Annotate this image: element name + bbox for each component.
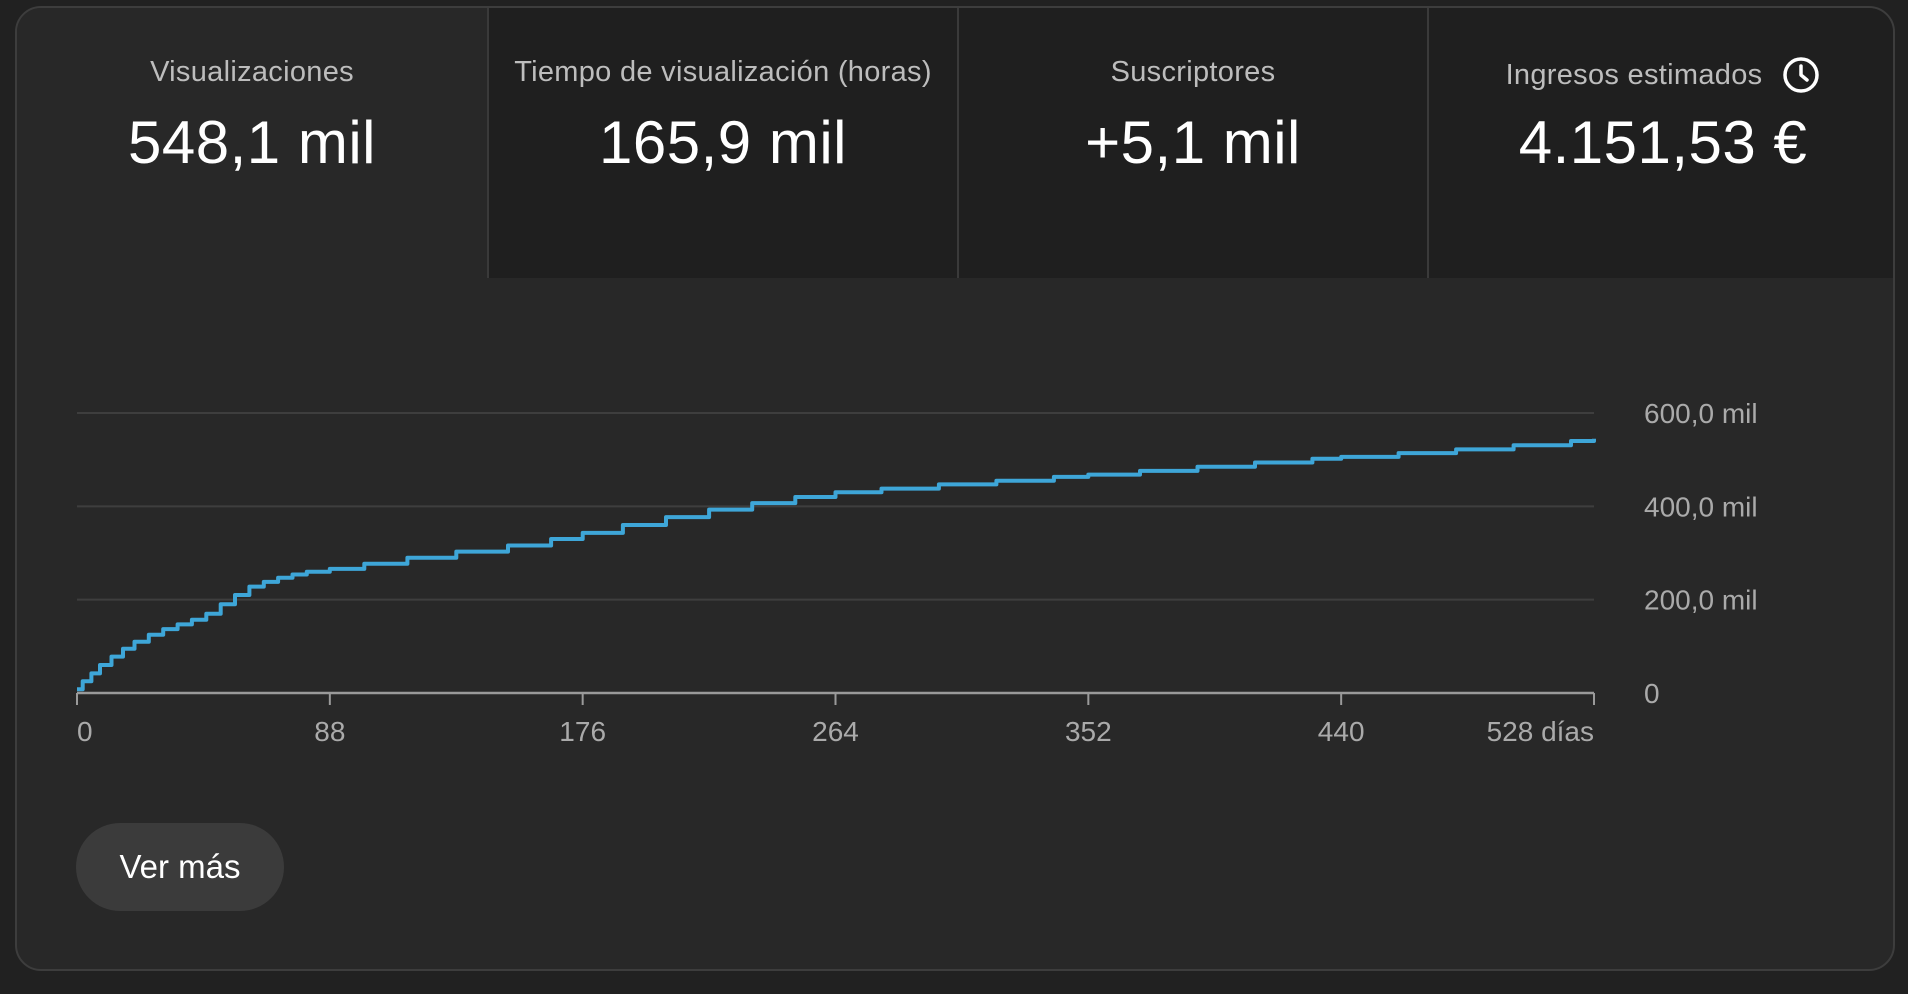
x-tick-label: 352: [1065, 716, 1112, 747]
tab-label: Suscriptores: [1110, 56, 1276, 88]
tab-value: 4.151,53 €: [1518, 109, 1808, 176]
tab-label: Tiempo de visualización (horas): [514, 56, 932, 88]
x-tick-label: 176: [559, 716, 606, 747]
tab-title: Visualizaciones: [17, 56, 487, 89]
tab-value: +5,1 mil: [1085, 109, 1301, 176]
tab-value: 548,1 mil: [128, 109, 376, 176]
tab-ingresos-estimados[interactable]: Ingresos estimados 4.151,53 €: [1427, 8, 1893, 278]
clock-icon[interactable]: [1782, 56, 1820, 94]
y-tick-label: 200,0 mil: [1644, 585, 1758, 616]
series-line[interactable]: [77, 438, 1596, 692]
y-axis: 0 200,0 mil 400,0 mil 600,0 mil: [1644, 398, 1758, 709]
chart-series: [77, 438, 1596, 692]
y-tick-label: 600,0 mil: [1644, 398, 1758, 429]
tab-title: Tiempo de visualización (horas): [489, 56, 957, 89]
y-tick-label: 400,0 mil: [1644, 491, 1758, 522]
x-tick-label: 0: [77, 716, 93, 747]
see-more-button[interactable]: Ver más: [76, 823, 284, 911]
x-axis: 0 88 176 264 352 440 528 días: [76, 693, 1595, 747]
analytics-card: Visualizaciones 548,1 mil Tiempo de visu…: [15, 6, 1895, 971]
tab-label: Visualizaciones: [150, 56, 354, 88]
x-tick-label: 528 días: [1487, 716, 1594, 747]
tab-visualizaciones[interactable]: Visualizaciones 548,1 mil: [17, 8, 487, 278]
y-tick-label: 0: [1644, 678, 1660, 709]
views-line-chart: 0 200,0 mil 400,0 mil 600,0 mil 0 88 176 264 35…: [76, 398, 1758, 747]
tab-suscriptores[interactable]: Suscriptores +5,1 mil: [957, 8, 1427, 278]
tab-label: Ingresos estimados: [1505, 58, 1763, 91]
x-tick-label: 88: [314, 716, 345, 747]
tab-title: Suscriptores: [959, 56, 1427, 89]
tab-tiempo-visualizacion[interactable]: Tiempo de visualización (horas) 165,9 mi…: [487, 8, 957, 278]
x-tick-label: 264: [812, 716, 859, 747]
tab-title: Ingresos estimados: [1429, 56, 1893, 94]
metric-tabs: Visualizaciones 548,1 mil Tiempo de visu…: [17, 8, 1893, 278]
tab-value: 165,9 mil: [599, 109, 847, 176]
x-tick-label: 440: [1318, 716, 1365, 747]
